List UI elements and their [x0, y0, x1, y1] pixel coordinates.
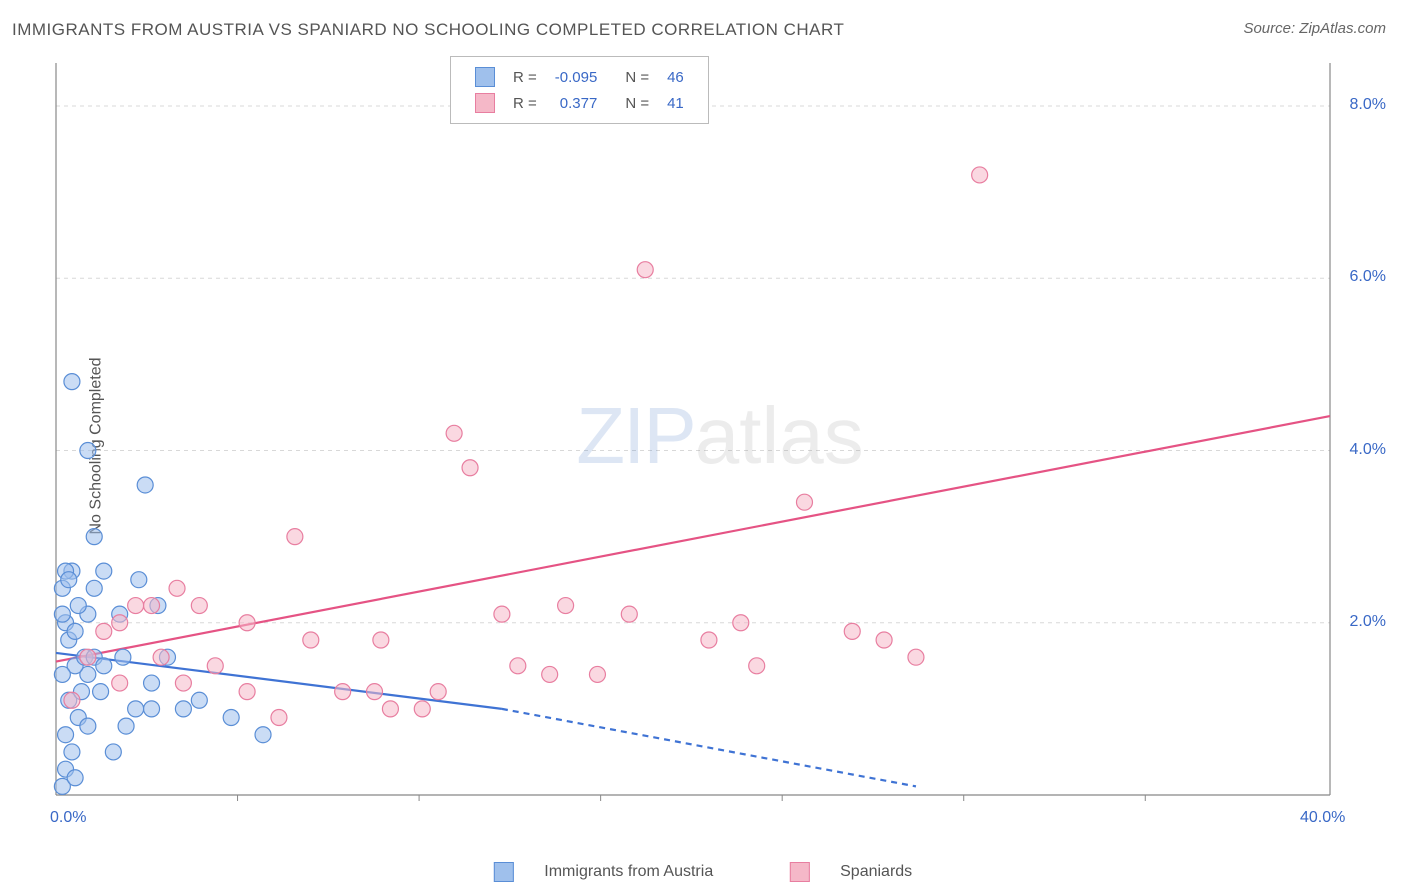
- legend-r-spaniards: 0.377: [547, 91, 606, 115]
- legend-n-spaniards: 41: [659, 91, 692, 115]
- scatter-chart-svg: [50, 55, 1390, 835]
- bottom-legend: Immigrants from Austria Spaniards: [458, 862, 948, 882]
- xtick-label: 0.0%: [50, 809, 86, 827]
- legend-n-austria: 46: [659, 65, 692, 89]
- ytick-label: 6.0%: [1350, 268, 1386, 286]
- correlation-legend: R = -0.095 N = 46 R = 0.377 N = 41: [450, 56, 709, 124]
- legend-n-label: N =: [607, 65, 657, 89]
- ytick-label: 2.0%: [1350, 613, 1386, 631]
- legend-r-austria: -0.095: [547, 65, 606, 89]
- bottom-legend-austria: Immigrants from Austria: [544, 863, 713, 880]
- bottom-legend-spaniards: Spaniards: [840, 863, 912, 880]
- chart-title: IMMIGRANTS FROM AUSTRIA VS SPANIARD NO S…: [12, 20, 844, 40]
- legend-row-austria: R = -0.095 N = 46: [467, 65, 692, 89]
- legend-n-label-2: N =: [607, 91, 657, 115]
- ytick-label: 4.0%: [1350, 441, 1386, 459]
- swatch-austria: [475, 67, 495, 87]
- bottom-swatch-austria: [494, 862, 514, 882]
- xtick-label: 40.0%: [1300, 809, 1345, 827]
- source-credit: Source: ZipAtlas.com: [1243, 20, 1386, 37]
- legend-r-label: R =: [505, 65, 545, 89]
- legend-row-spaniards: R = 0.377 N = 41: [467, 91, 692, 115]
- bottom-swatch-spaniards: [790, 862, 810, 882]
- swatch-spaniards: [475, 93, 495, 113]
- legend-r-label-2: R =: [505, 91, 545, 115]
- plot-area: ZIPatlas 2.0%4.0%6.0%8.0%0.0%40.0%: [50, 55, 1390, 835]
- ytick-label: 8.0%: [1350, 96, 1386, 114]
